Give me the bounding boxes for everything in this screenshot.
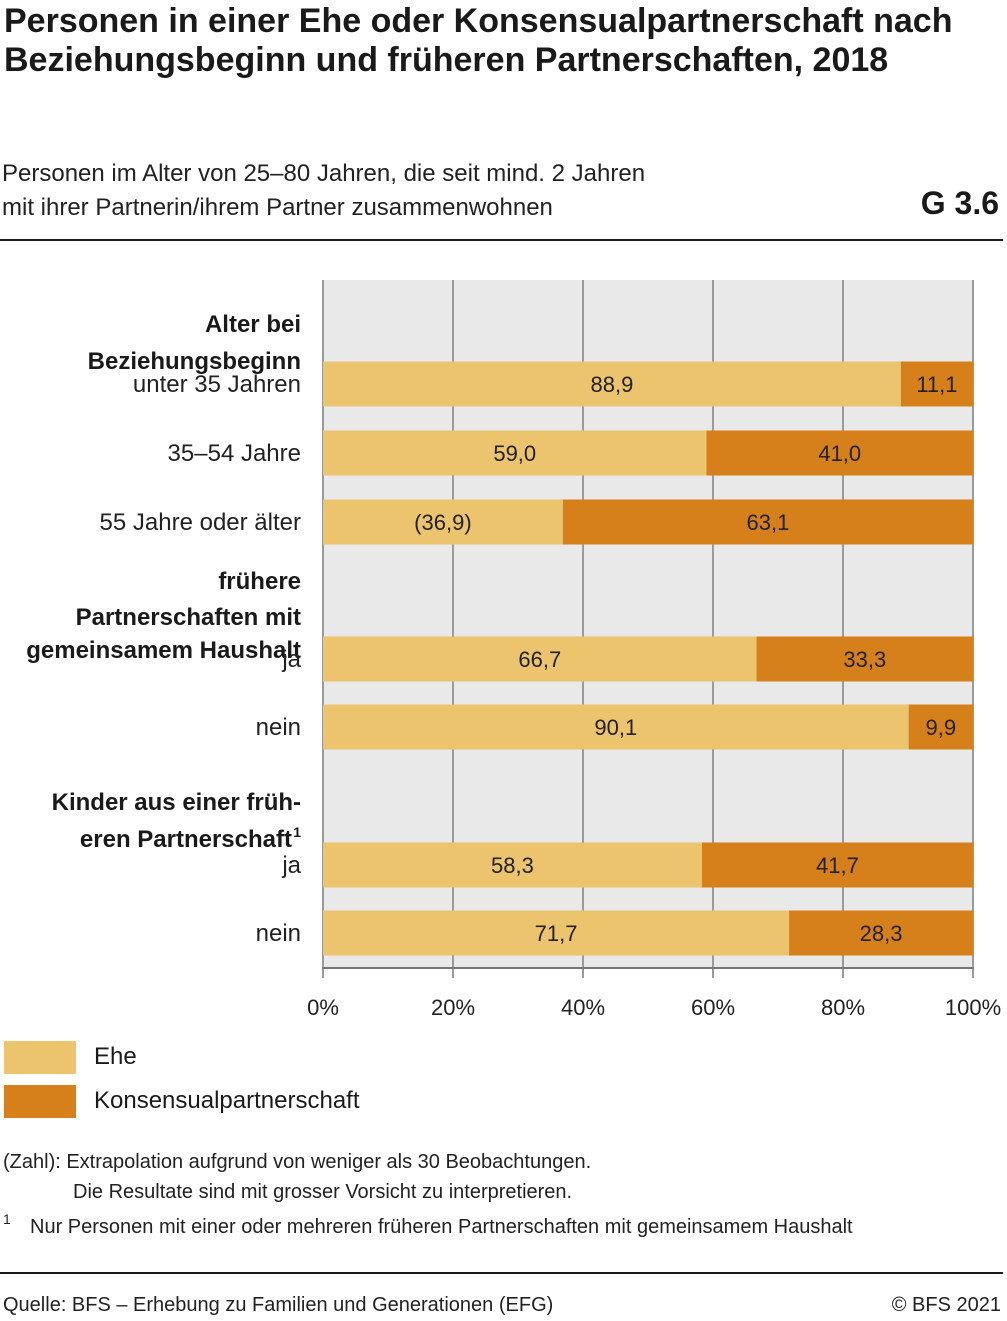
category-label: ja (281, 646, 301, 673)
bar-layer (323, 361, 973, 956)
bar-ehe (323, 430, 707, 476)
category-label: unter 35 Jahren (133, 371, 301, 398)
note-zahl-line-2: Die Resultate sind mit grosser Vorsicht … (73, 1181, 573, 1203)
bar-ehe (323, 636, 757, 682)
bar-konsensual (789, 910, 973, 956)
footnote-superscript: 1 (293, 824, 301, 840)
bar-konsensual (701, 842, 973, 888)
legend-swatch-ehe (4, 1040, 76, 1074)
category-label: nein (256, 920, 301, 947)
bar-ehe (323, 704, 909, 750)
bar-ehe (323, 842, 702, 888)
subtitle-line-1: Personen im Alter von 25–80 Jahren, die … (2, 160, 646, 187)
top-rule (0, 239, 1003, 241)
category-label: ja (281, 852, 301, 879)
legend-item-ehe: Ehe (4, 1040, 137, 1074)
x-tick-label: 40% (561, 995, 605, 1020)
subtitle-line-2: mit ihrer Partnerin/ihrem Partner zusamm… (2, 194, 553, 221)
group-heading-line: frühere (218, 568, 301, 595)
x-tick-label: 0% (307, 995, 339, 1020)
bottom-rule (0, 1272, 1003, 1274)
data-label-ehe: 88,9 (591, 372, 634, 397)
category-label: nein (256, 714, 301, 741)
source-text: Quelle: BFS – Erhebung zu Familien und G… (3, 1294, 554, 1316)
data-label-konsensual: 63,1 (747, 510, 790, 535)
data-label-ehe: 71,7 (535, 921, 578, 946)
data-label-konsensual: 11,1 (916, 372, 957, 397)
chart-title: Personen in einer Ehe oder Konsensualpar… (4, 2, 953, 79)
category-label: 35–54 Jahre (168, 440, 301, 467)
data-label-konsensual: 41,7 (816, 853, 859, 878)
group-heading-line: eren Partnerschaft (80, 826, 292, 853)
legend-swatch-konsensual (4, 1084, 76, 1118)
group-heading-line: Partnerschaften mit (76, 604, 301, 631)
note-zahl-line-1: (Zahl): Extrapolation aufgrund von wenig… (3, 1151, 592, 1173)
data-label-ehe: 66,7 (518, 647, 561, 672)
group-heading-line: Beziehungsbeginn (88, 348, 301, 375)
category-label: 55 Jahre oder älter (100, 509, 301, 536)
legend-label-konsensual: Konsensualpartnerschaft (94, 1087, 360, 1114)
data-label-ehe: (36,9) (414, 510, 471, 535)
bar-konsensual (706, 430, 973, 476)
x-tick-label: 80% (821, 995, 865, 1020)
bar-ehe (323, 910, 790, 956)
legend-label-ehe: Ehe (94, 1043, 137, 1070)
chart-subtitle: Personen im Alter von 25–80 Jahren, die … (2, 157, 822, 225)
chart-code: G 3.6 (920, 185, 999, 221)
group-heading-line: gemeinsamem Haushalt (26, 637, 301, 664)
group-heading-line: Kinder aus einer früh- (52, 789, 301, 816)
data-label-ehe: 58,3 (491, 853, 534, 878)
copyright-text: © BFS 2021 (891, 1294, 1001, 1316)
bar-konsensual (908, 704, 973, 750)
group-heading-line: Alter bei (205, 311, 301, 338)
data-label-ehe: 59,0 (493, 441, 536, 466)
bar-konsensual (562, 499, 973, 545)
bar-ehe (323, 361, 901, 407)
bar-ehe (323, 499, 563, 545)
label-layer: 0% 20% 40% 60% 80% 100% Alter bei Beziehungsbeg… (26, 311, 1001, 1020)
legend-item-konsensual: Konsensualpartnerschaft (4, 1084, 360, 1118)
x-tick-label: 100% (945, 995, 1001, 1020)
bar-chart: 0% 20% 40% 60% 80% 100% Alter bei Beziehungsbeg… (26, 280, 1001, 1020)
x-tick-label: 60% (691, 995, 735, 1020)
data-label-konsensual: 9,9 (926, 715, 957, 740)
bar-konsensual (900, 361, 973, 407)
data-label-konsensual: 41,0 (818, 441, 861, 466)
data-label-konsensual: 33,3 (843, 647, 886, 672)
bar-konsensual (756, 636, 973, 682)
data-label-konsensual: 28,3 (860, 921, 903, 946)
data-label-ehe: 90,1 (594, 715, 637, 740)
x-tick-label: 20% (431, 995, 475, 1020)
footnote-mark: 1 (3, 1211, 11, 1227)
footnote-text: Nur Personen mit einer oder mehreren frü… (30, 1216, 853, 1238)
